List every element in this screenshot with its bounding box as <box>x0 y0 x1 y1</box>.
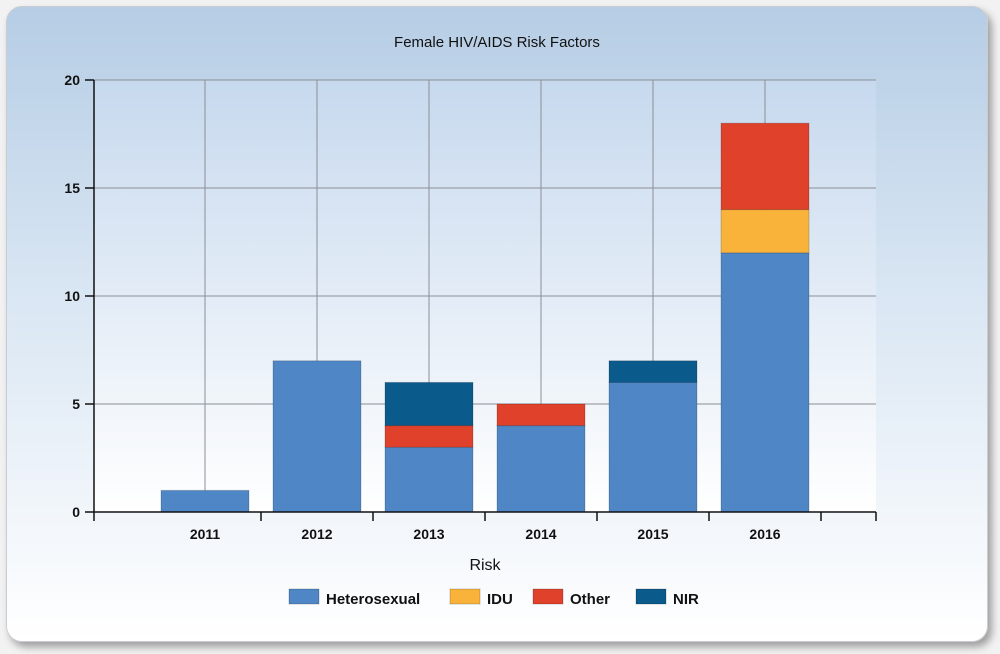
x-tick-label: 2014 <box>525 526 556 542</box>
x-tick-label: 2016 <box>749 526 780 542</box>
y-tick-label: 10 <box>64 288 80 304</box>
x-tick-label: 2013 <box>413 526 444 542</box>
y-tick-labels: 0 5 10 15 20 <box>64 72 80 520</box>
legend-item: NIR <box>635 588 699 608</box>
axes <box>85 79 877 521</box>
legend-swatch <box>635 588 667 605</box>
x-axis-title: Risk <box>469 557 501 574</box>
chart-title: Female HIV/AIDS Risk Factors <box>394 34 600 51</box>
y-tick-label: 15 <box>64 180 80 196</box>
bar-segment <box>608 360 698 383</box>
bar-segment <box>496 403 586 427</box>
bar-segment <box>272 360 362 513</box>
x-tick-labels: 2011 2012 2013 2014 2015 2016 <box>190 526 781 542</box>
legend-item: Other <box>532 588 610 608</box>
bar-segment <box>384 381 474 427</box>
y-tick-label: 0 <box>72 504 80 520</box>
legend-item: IDU <box>449 588 513 608</box>
bar-segment <box>720 209 810 254</box>
legend-label: IDU <box>487 591 513 608</box>
x-tick-label: 2015 <box>637 526 668 542</box>
bar-segment <box>160 489 250 513</box>
legend-swatch <box>288 588 320 605</box>
bar-segment <box>384 425 474 448</box>
legend-swatch <box>449 588 481 605</box>
bar-segment <box>720 122 810 211</box>
legend-item: Heterosexual <box>288 588 420 608</box>
legend-swatch <box>532 588 564 605</box>
x-tick-label: 2012 <box>301 526 332 542</box>
legend-label: Heterosexual <box>326 591 420 608</box>
legend: Heterosexual IDU Other NIR <box>288 588 699 608</box>
y-tick-label: 20 <box>64 72 80 88</box>
bar-segment <box>384 446 474 513</box>
bar-segment <box>608 381 698 513</box>
bar-segment <box>496 425 586 513</box>
y-tick-label: 5 <box>72 396 80 412</box>
legend-label: NIR <box>673 591 699 608</box>
x-tick-label: 2011 <box>190 526 221 542</box>
bar-segment <box>720 252 810 513</box>
legend-label: Other <box>570 591 610 608</box>
bars-group <box>160 122 810 513</box>
